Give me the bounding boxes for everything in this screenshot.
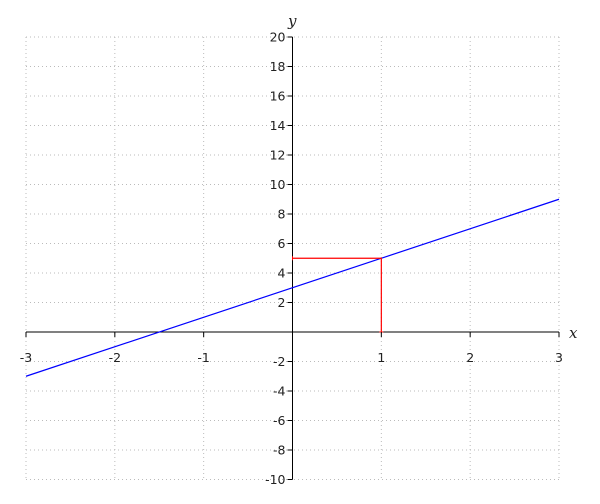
y-tick-label: -8 [273,443,286,458]
grid [25,36,560,480]
y-tick-label: -10 [265,472,285,487]
x-tick-label: 3 [555,350,563,365]
y-tick-label: -4 [273,384,286,399]
y-tick-label: 20 [270,30,286,45]
y-tick-label: 4 [278,266,286,281]
y-tick-label: 2 [278,295,286,310]
x-tick-label: -1 [197,350,209,365]
y-tick-label: 10 [270,177,286,192]
y-tick-label: 16 [270,89,286,104]
y-tick-label: 14 [270,118,286,133]
series-line-1 [292,257,382,332]
x-tick-label: -3 [20,350,32,365]
x-axis-label: x [569,324,578,342]
y-tick-label: 8 [278,207,286,222]
x-tick-label: 1 [377,350,385,365]
x-tick-label: 2 [466,350,474,365]
y-tick-label: 6 [278,236,286,251]
y-tick-label: -6 [273,413,286,428]
y-tick-label: 12 [270,148,286,163]
x-tick-label: -2 [109,350,121,365]
y-tick-label: 18 [270,59,286,74]
y-axis-label: y [287,12,297,30]
y-tick-label: -2 [273,354,285,369]
series-line-0 [25,198,560,377]
